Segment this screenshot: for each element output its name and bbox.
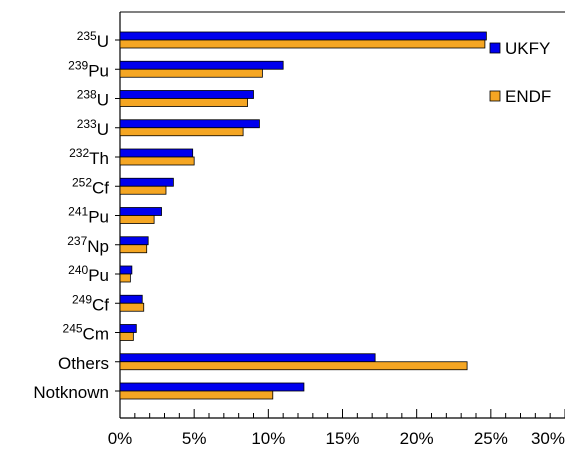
x-tick-label: 0% [108,429,133,448]
legend-swatch-ukfy [489,42,501,54]
bar-endf-232th [119,156,195,166]
bar-ukfy-252cf [119,177,174,187]
category-label: 249Cf [72,292,109,314]
x-tick-label: 5% [182,429,207,448]
category-label: Others [58,354,109,373]
legend-swatch-endf [489,90,501,102]
bar-ukfy-241pu [119,207,162,216]
category-label: Notknown [33,383,109,402]
bar-endf-240pu [119,273,131,283]
x-tick-label: 15% [325,429,359,448]
bar-endf-249cf [119,302,145,312]
bar-endf-239pu [119,68,263,78]
bar-ukfy-232th [119,148,194,158]
bar-endf-237np [119,244,148,254]
bar-endf-notknown [119,390,274,400]
category-label: 235U [77,29,109,51]
category-label: 241Pu [68,205,109,227]
bar-endf-others [119,361,468,371]
bar-ukfy-233u [119,119,260,129]
legend-label-endf: ENDF [505,87,551,106]
x-axis: 0% 5% 10% 15% 20% 25% 30% [108,409,565,448]
x-tick-label: 20% [400,429,434,448]
bar-endf-235u [119,39,486,49]
bar-endf-245cm [119,332,134,341]
bar-ukfy-240pu [119,265,133,275]
bar-ukfy-237np [119,236,149,246]
category-label: 237Np [67,234,109,256]
legend-label-ukfy: UKFY [505,39,550,58]
category-labels: 235U 239Pu 238U 233U 232Th 252Cf 241Pu 237Np 240… [33,29,120,402]
category-label: 233U [77,117,109,139]
bar-endf-241pu [119,215,155,224]
bar-endf-238u [119,98,248,107]
bar-endf-252cf [119,185,167,195]
bar-ukfy-249cf [119,294,143,304]
bar-ukfy-238u [119,90,254,99]
bars-group [119,31,487,400]
legend: UKFY ENDF [489,39,551,106]
category-label: 239Pu [68,58,109,80]
category-label: 238U [77,88,109,110]
bar-ukfy-235u [119,31,487,41]
category-label: 232Th [69,146,109,168]
x-tick-label: 10% [251,429,285,448]
bar-ukfy-239pu [119,60,284,70]
bar-ukfy-245cm [119,324,137,333]
x-tick-label: 30% [531,429,565,448]
bar-ukfy-notknown [119,382,305,392]
category-label: 245Cm [63,322,109,344]
category-label: 252Cf [72,175,109,197]
bar-endf-233u [119,127,244,137]
x-tick-label: 25% [474,429,508,448]
category-label: 240Pu [68,263,109,285]
bar-ukfy-others [119,353,376,363]
